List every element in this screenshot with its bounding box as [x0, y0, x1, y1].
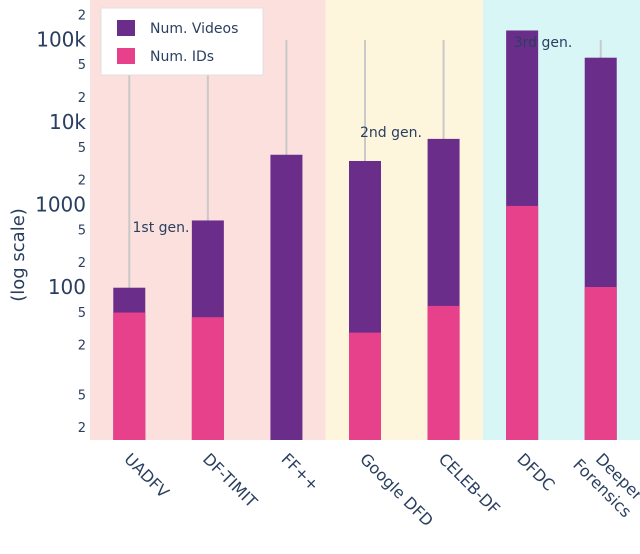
x-tick-label: FF++	[278, 449, 323, 494]
legend-label: Num. Videos	[150, 21, 238, 37]
generation-label: 2nd gen.	[360, 125, 422, 141]
y-tick-label: 1000	[35, 192, 86, 216]
generation-label: 1st gen.	[133, 220, 190, 236]
y-tick-label-minor: 2	[78, 256, 86, 271]
videos-bar	[270, 154, 303, 441]
legend-swatch	[117, 48, 135, 64]
x-tick-label: CELEB-DF	[435, 449, 504, 518]
x-tick-label-line: DF-TIMIT	[199, 449, 261, 511]
y-tick-label-minor: 5	[78, 388, 86, 403]
y-tick-label: 10k	[49, 110, 86, 134]
ids-bar	[506, 205, 539, 440]
x-tick-label: DF-TIMIT	[199, 449, 261, 511]
y-tick-label-minor: 2	[78, 91, 86, 106]
x-tick-label: DeeperForensics	[569, 441, 640, 521]
y-tick-label-minor: 5	[78, 141, 86, 156]
x-tick-label-line: UADFV	[120, 449, 172, 501]
x-tick-label-line: FF++	[278, 449, 323, 494]
legend-label: Num. IDs	[150, 49, 214, 65]
ids-bar	[191, 317, 224, 440]
generation-label: 3rd gen.	[514, 35, 573, 51]
ids-bar	[584, 286, 617, 440]
y-tick-label-minor: 5	[78, 306, 86, 321]
y-axis-title: (log scale)	[8, 208, 29, 302]
y-tick-label: 100	[48, 275, 86, 299]
ids-bar	[427, 305, 460, 440]
x-tick-label-line: CELEB-DF	[435, 449, 504, 518]
x-tick-label: Google DFD	[356, 449, 437, 530]
ids-bar	[113, 312, 146, 440]
x-tick-label-line: Google DFD	[356, 449, 437, 530]
x-tick-label-line: DFDC	[513, 449, 558, 494]
y-tick-label-minor: 2	[78, 9, 86, 24]
x-tick-label: DFDC	[513, 449, 558, 494]
y-tick-label-minor: 5	[78, 223, 86, 238]
legend-swatch	[117, 20, 135, 36]
y-tick-label-minor: 2	[78, 174, 86, 189]
ids-bar	[349, 332, 381, 440]
x-tick-label: UADFV	[120, 449, 172, 501]
y-tick-label-minor: 2	[78, 339, 86, 354]
y-tick-label: 100k	[36, 27, 86, 51]
y-tick-label-minor: 2	[78, 421, 86, 436]
y-tick-label-minor: 5	[78, 58, 86, 73]
